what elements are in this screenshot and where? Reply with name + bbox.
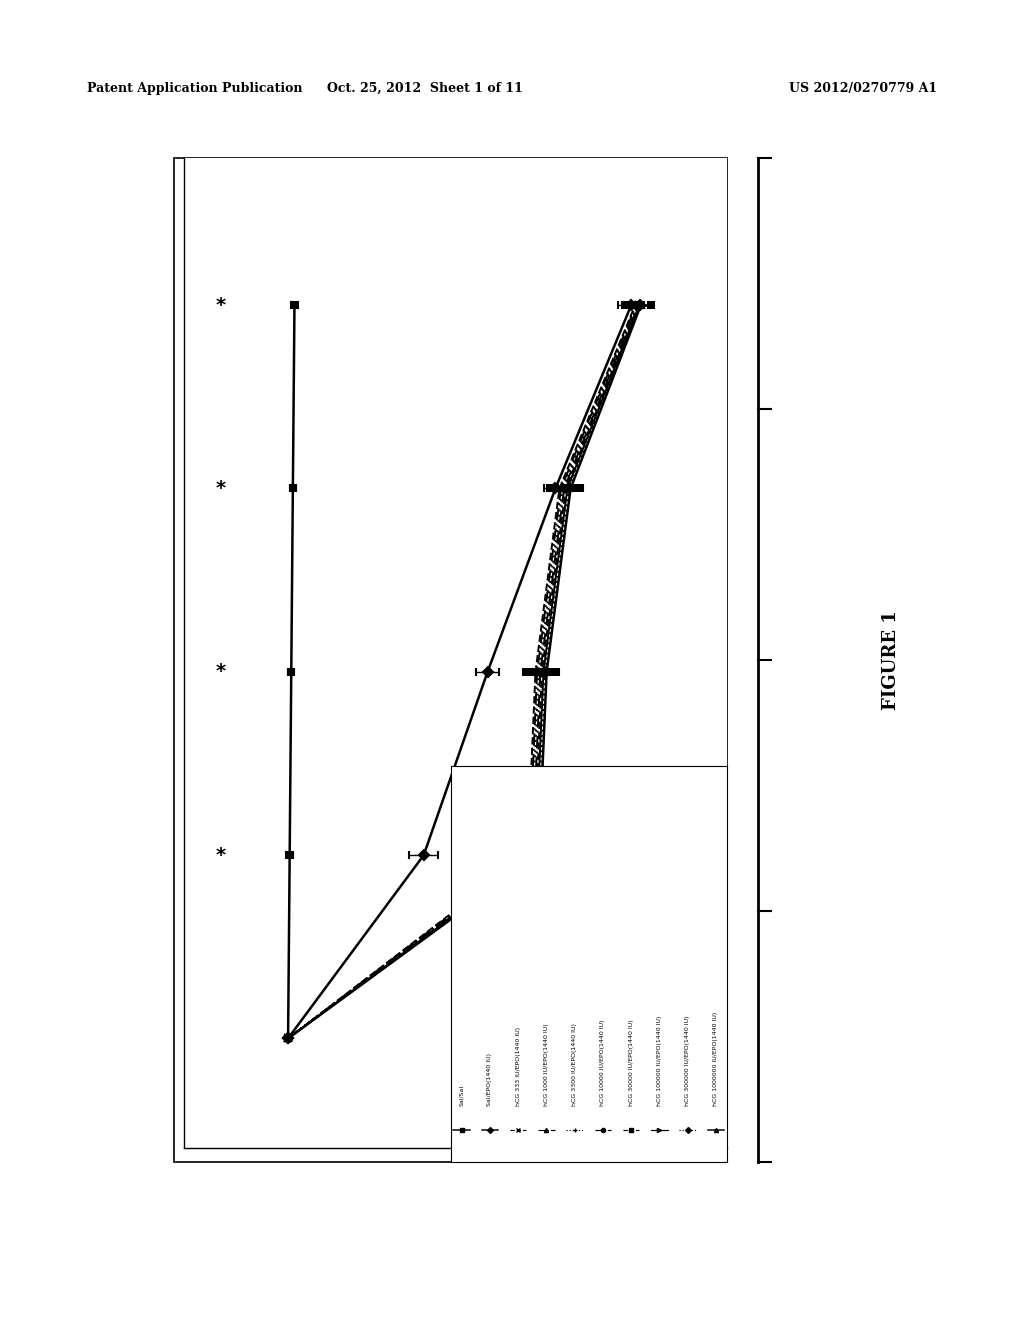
Text: Patent Application Publication: Patent Application Publication <box>87 82 302 95</box>
Text: hCG 30000 IU/EPO(1440 IU): hCG 30000 IU/EPO(1440 IU) <box>629 1019 634 1106</box>
Text: Oct. 25, 2012  Sheet 1 of 11: Oct. 25, 2012 Sheet 1 of 11 <box>327 82 523 95</box>
Text: Sal/Sal: Sal/Sal <box>459 1085 464 1106</box>
Text: hCG 1000 IU/EPO(1440 IU): hCG 1000 IU/EPO(1440 IU) <box>544 1023 549 1106</box>
Text: hCG 1000000 IU/EPO(1440 IU): hCG 1000000 IU/EPO(1440 IU) <box>714 1012 719 1106</box>
Text: *: * <box>215 479 225 498</box>
Text: hCG 10000 IU/EPO(1440 IU): hCG 10000 IU/EPO(1440 IU) <box>600 1019 605 1106</box>
Text: hCG 100000 IU/EPO(1440 IU): hCG 100000 IU/EPO(1440 IU) <box>657 1016 662 1106</box>
Text: hCG 3300 IU/EPO(1440 IU): hCG 3300 IU/EPO(1440 IU) <box>572 1023 578 1106</box>
Text: FIGURE 1: FIGURE 1 <box>882 610 900 710</box>
Text: *: * <box>215 296 225 314</box>
Text: Sal/EPO(1440 IU): Sal/EPO(1440 IU) <box>487 1053 493 1106</box>
Text: *: * <box>215 846 225 865</box>
Text: *: * <box>215 663 225 681</box>
Text: US 2012/0270779 A1: US 2012/0270779 A1 <box>788 82 937 95</box>
Text: hCG 333 IU/EPO(1440 IU): hCG 333 IU/EPO(1440 IU) <box>516 1027 520 1106</box>
Text: hCG 300000 IU/EPO(1440 IU): hCG 300000 IU/EPO(1440 IU) <box>685 1015 690 1106</box>
